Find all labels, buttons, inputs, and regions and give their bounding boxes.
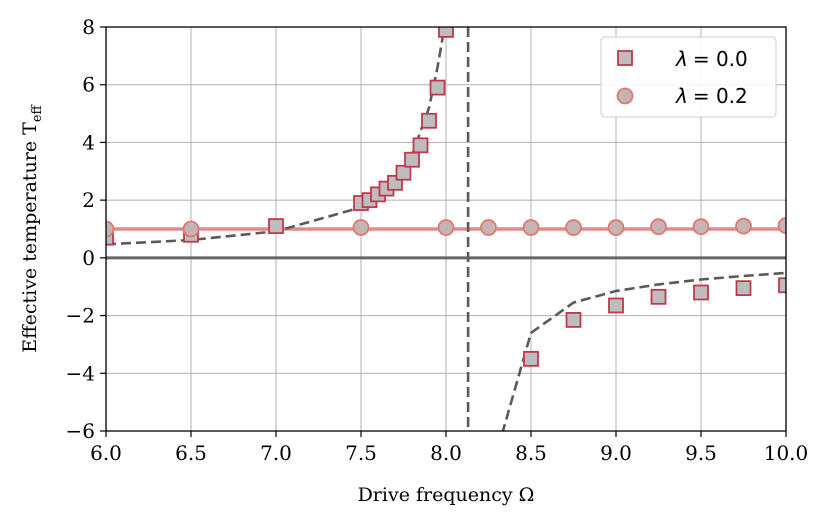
- x-tick-label: 7.0: [260, 441, 292, 465]
- y-tick-label: 6: [82, 73, 95, 97]
- marker-lambda-02: [522, 219, 540, 236]
- marker-lambda-0: [565, 311, 582, 328]
- x-tick-label: 9.5: [685, 441, 717, 465]
- legend-marker-lambda-0: [617, 50, 633, 66]
- marker-lambda-0: [421, 112, 437, 129]
- legend-marker-lambda-02: [616, 87, 634, 105]
- marker-lambda-0: [412, 137, 429, 154]
- legend-symbol-0: λ: [675, 47, 688, 71]
- y-tick-label: 4: [82, 130, 95, 154]
- x-tick-label: 6.5: [175, 441, 207, 465]
- marker-lambda-0: [608, 297, 624, 314]
- legend-label-lambda-02: λ = 0.2: [675, 84, 748, 108]
- marker-lambda-02: [437, 219, 455, 236]
- marker-lambda-02: [480, 219, 497, 236]
- marker-lambda-02: [352, 219, 370, 236]
- y-axis-label: Effective temperature Teff: [19, 103, 45, 352]
- marker-lambda-0: [268, 218, 284, 235]
- marker-lambda-0: [778, 277, 786, 294]
- marker-lambda-02: [106, 220, 115, 238]
- y-axis-label-main: Effective temperature T: [19, 122, 41, 353]
- y-axis-label-sub: eff: [30, 103, 45, 122]
- legend-value-1: = 0.2: [693, 84, 748, 108]
- theory-curve-right: [501, 271, 786, 431]
- marker-lambda-02: [650, 218, 667, 236]
- data-markers: [106, 27, 786, 367]
- marker-lambda-02: [182, 220, 200, 238]
- x-tick-label: 10.0: [764, 441, 809, 465]
- marker-lambda-02: [735, 217, 752, 235]
- marker-lambda-0: [735, 280, 752, 297]
- y-tick-label: 0: [82, 246, 95, 270]
- legend: λ = 0.0 λ = 0.2: [600, 36, 777, 118]
- x-tick-label: 8.5: [515, 441, 547, 465]
- marker-lambda-02: [565, 219, 582, 236]
- marker-lambda-02: [777, 217, 786, 234]
- marker-lambda-0: [395, 164, 412, 181]
- y-tick-label: −6: [66, 419, 95, 443]
- legend-value-0: = 0.0: [693, 47, 748, 71]
- x-tick-label: 8.0: [430, 441, 462, 465]
- x-tick-label: 7.5: [345, 441, 377, 465]
- marker-lambda-0: [404, 151, 420, 168]
- ticks: 6.0 6.5 7.0 7.5 8.0 8.5 9.0 9.5 10.0 −6 −4 −2 0 2 4 6 8: [66, 15, 809, 465]
- marker-lambda-0: [106, 229, 114, 246]
- legend-box: [600, 36, 777, 118]
- y-tick-label: −4: [66, 361, 95, 385]
- marker-lambda-0: [429, 79, 446, 96]
- marker-lambda-0: [523, 350, 539, 367]
- legend-symbol-1: λ: [675, 84, 688, 108]
- y-tick-label: 2: [82, 188, 95, 212]
- x-tick-label: 9.0: [600, 441, 632, 465]
- marker-lambda-0: [650, 288, 667, 305]
- y-tick-label: 8: [82, 15, 95, 39]
- legend-label-lambda-0: λ = 0.0: [675, 47, 748, 71]
- marker-lambda-0: [693, 284, 709, 301]
- y-tick-label: −2: [66, 304, 95, 328]
- x-tick-label: 6.0: [90, 441, 122, 465]
- marker-lambda-02: [692, 218, 710, 236]
- marker-lambda-02: [607, 219, 625, 236]
- marker-lambda-0: [438, 27, 454, 38]
- x-axis-label: Drive frequency Ω: [358, 484, 535, 506]
